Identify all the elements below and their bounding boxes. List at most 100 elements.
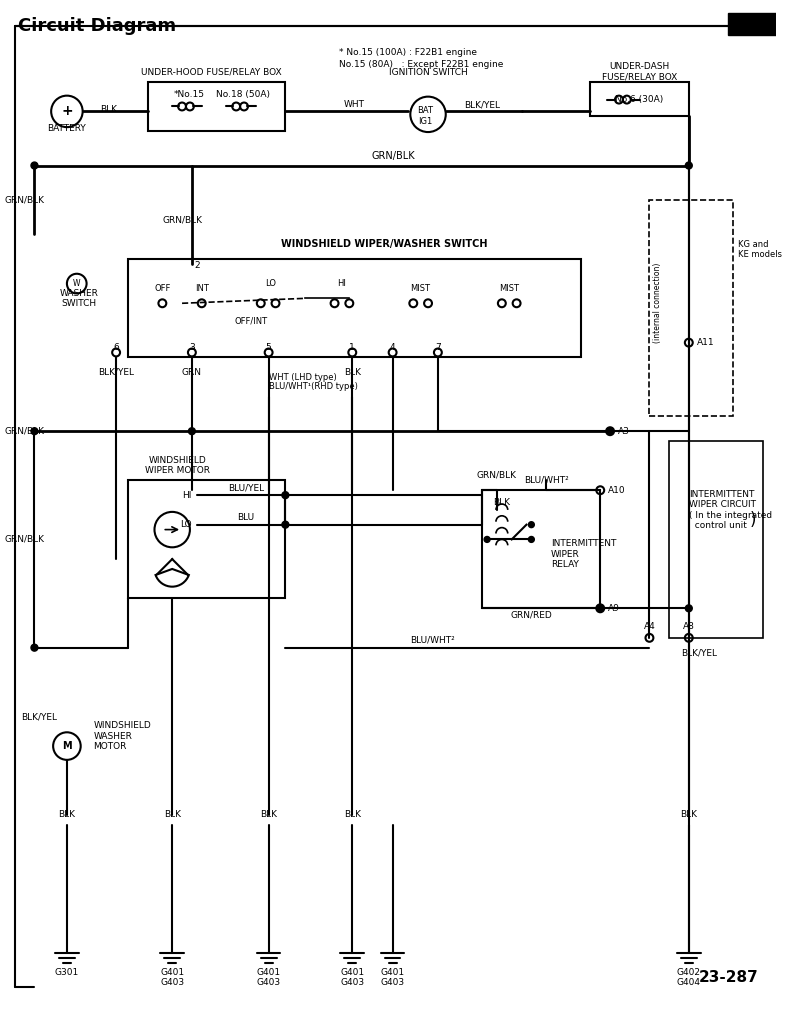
Text: BLK: BLK — [493, 497, 510, 507]
Text: GRN/BLK: GRN/BLK — [5, 427, 45, 436]
Text: OFF/INT: OFF/INT — [234, 317, 267, 326]
Text: 6: 6 — [114, 343, 119, 352]
Text: BLK/YEL: BLK/YEL — [98, 367, 134, 376]
Text: MIST: MIST — [499, 284, 518, 293]
Bar — [649, 200, 733, 417]
Text: * No.15 (100A) : F22B1 engine: * No.15 (100A) : F22B1 engine — [339, 47, 477, 57]
Text: UNDER-DASH
FUSE/RELAY BOX: UNDER-DASH FUSE/RELAY BOX — [602, 63, 677, 82]
Text: A11: A11 — [697, 338, 714, 347]
Text: Circuit Diagram: Circuit Diagram — [17, 17, 176, 34]
Text: BAT: BAT — [417, 106, 433, 115]
Circle shape — [529, 522, 534, 528]
Text: G403: G403 — [256, 978, 281, 987]
Text: GRN/BLK: GRN/BLK — [5, 196, 45, 205]
Text: GRN/BLK: GRN/BLK — [477, 471, 517, 480]
Circle shape — [31, 644, 38, 651]
Text: A3: A3 — [618, 427, 630, 436]
Text: 3: 3 — [189, 343, 195, 352]
Text: LO: LO — [265, 279, 276, 289]
Circle shape — [31, 162, 38, 169]
Text: BLK/YEL: BLK/YEL — [464, 100, 500, 109]
Circle shape — [484, 537, 490, 543]
Text: A9: A9 — [608, 603, 620, 612]
Circle shape — [282, 522, 289, 528]
Text: 5: 5 — [266, 343, 271, 352]
Circle shape — [282, 491, 289, 498]
Circle shape — [529, 537, 534, 543]
Text: HI: HI — [337, 279, 346, 289]
Bar — [128, 259, 581, 357]
Text: *No.15: *No.15 — [174, 90, 204, 99]
Text: G402: G402 — [677, 968, 701, 977]
Text: GRN/BLK: GRN/BLK — [372, 150, 416, 160]
Text: BLK: BLK — [344, 367, 361, 376]
Text: OFF: OFF — [154, 284, 170, 293]
Text: WINDSHIELD
WIPER MOTOR: WINDSHIELD WIPER MOTOR — [144, 456, 210, 475]
Text: LO: LO — [180, 521, 192, 529]
Text: INTERMITTENT
WIPER CIRCUIT
( In the integrated
  control unit: INTERMITTENT WIPER CIRCUIT ( In the inte… — [689, 489, 772, 530]
Text: IGNITION SWITCH: IGNITION SWITCH — [389, 68, 467, 77]
Bar — [128, 480, 286, 598]
Text: BLK: BLK — [344, 810, 361, 819]
Text: G403: G403 — [340, 978, 365, 987]
Text: WASHER
SWITCH: WASHER SWITCH — [59, 289, 98, 308]
Text: ): ) — [750, 511, 757, 529]
Text: BLK: BLK — [680, 810, 697, 819]
Text: KE models: KE models — [738, 249, 782, 258]
Text: WINDSHIELD WIPER/WASHER SWITCH: WINDSHIELD WIPER/WASHER SWITCH — [281, 239, 487, 249]
Text: KG and: KG and — [738, 240, 768, 249]
Text: G403: G403 — [160, 978, 185, 987]
Text: BLU: BLU — [237, 514, 255, 523]
Bar — [669, 441, 763, 638]
Text: G301: G301 — [54, 968, 79, 977]
Text: BLU/WHT¹(RHD type): BLU/WHT¹(RHD type) — [268, 382, 357, 391]
Text: INTERMITTENT
WIPER
RELAY: INTERMITTENT WIPER RELAY — [551, 539, 616, 569]
Text: G404: G404 — [677, 978, 701, 987]
Circle shape — [189, 428, 196, 435]
Text: G401: G401 — [380, 968, 405, 977]
Text: IG1: IG1 — [418, 117, 432, 126]
Text: 4: 4 — [390, 343, 395, 352]
Text: BLK: BLK — [260, 810, 277, 819]
Bar — [482, 490, 600, 608]
Text: UNDER-HOOD FUSE/RELAY BOX: UNDER-HOOD FUSE/RELAY BOX — [141, 68, 282, 77]
Text: WINDSHIELD
WASHER
MOTOR: WINDSHIELD WASHER MOTOR — [93, 721, 151, 751]
Text: (internal connection): (internal connection) — [653, 263, 662, 343]
Bar — [728, 13, 776, 34]
Bar — [590, 82, 689, 116]
Circle shape — [686, 162, 692, 169]
Text: 1: 1 — [350, 343, 355, 352]
Text: G403: G403 — [380, 978, 405, 987]
Text: A10: A10 — [608, 485, 626, 494]
Text: 2: 2 — [194, 261, 200, 270]
Text: GRN/RED: GRN/RED — [510, 610, 552, 620]
Text: HI: HI — [182, 490, 192, 499]
Text: MIST: MIST — [410, 284, 430, 293]
Text: GRN/BLK: GRN/BLK — [5, 535, 45, 544]
Text: BLK/YEL: BLK/YEL — [681, 648, 716, 657]
Text: G401: G401 — [340, 968, 365, 977]
Circle shape — [607, 428, 614, 435]
Circle shape — [31, 428, 38, 435]
Text: BLK/YEL: BLK/YEL — [21, 712, 58, 721]
Text: BLU/YEL: BLU/YEL — [228, 483, 264, 492]
Text: WHT: WHT — [344, 100, 365, 109]
Text: BLU/WHT²: BLU/WHT² — [524, 476, 569, 485]
Text: 23-287: 23-287 — [698, 970, 758, 985]
Text: BLK: BLK — [163, 810, 181, 819]
Bar — [148, 82, 286, 131]
Text: A4: A4 — [644, 622, 656, 631]
Text: BATTERY: BATTERY — [47, 124, 86, 133]
Text: INT: INT — [195, 284, 208, 293]
Text: BLK: BLK — [99, 105, 117, 114]
Text: BLU/WHT²: BLU/WHT² — [410, 636, 455, 645]
Circle shape — [686, 604, 692, 611]
Text: No.6 (30A): No.6 (30A) — [615, 95, 664, 104]
Text: GRN/BLK: GRN/BLK — [162, 215, 202, 224]
Text: No.15 (80A)   : Except F22B1 engine: No.15 (80A) : Except F22B1 engine — [339, 60, 504, 69]
Text: G401: G401 — [160, 968, 185, 977]
Circle shape — [596, 604, 604, 611]
Text: WHT (LHD type): WHT (LHD type) — [268, 372, 336, 381]
Text: W: W — [73, 279, 80, 289]
Text: +: + — [61, 104, 73, 118]
